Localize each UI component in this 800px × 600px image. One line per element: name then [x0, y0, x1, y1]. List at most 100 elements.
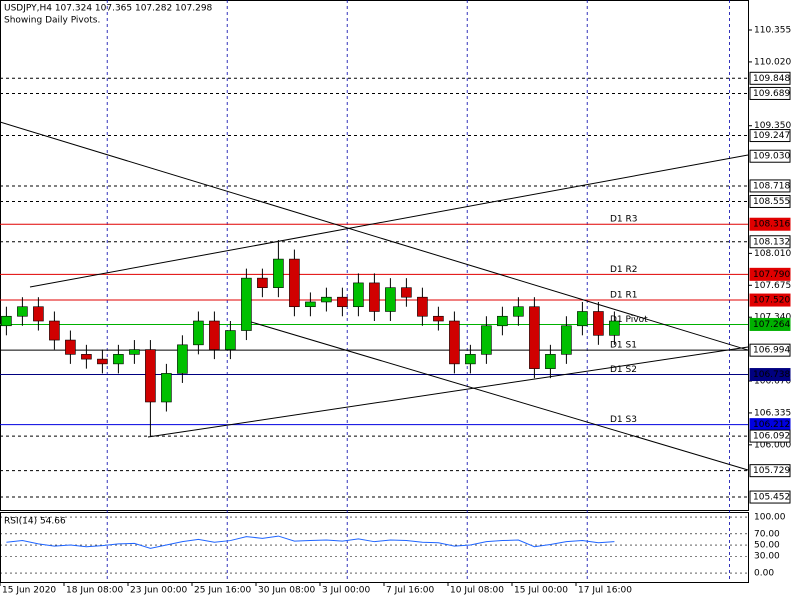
- candle-body: [129, 349, 140, 355]
- level-price-label: 109.030: [753, 152, 790, 162]
- level-price-box: [749, 368, 791, 382]
- candle-body: [209, 320, 220, 350]
- candle-body: [289, 258, 300, 308]
- chart-title: USDJPY,H4 107.324 107.365 107.282 107.29…: [4, 4, 213, 14]
- x-tick-label: 30 Jun 08:00: [258, 586, 315, 596]
- candle-body: [529, 306, 540, 369]
- candle-body: [369, 282, 380, 312]
- candle-body: [465, 354, 476, 365]
- candle-body: [161, 373, 172, 403]
- level-price-box: [749, 293, 791, 307]
- y-tick-label: 108.010: [754, 249, 791, 259]
- level-price-label: 105.729: [753, 466, 790, 476]
- level-price-box: [749, 343, 791, 357]
- candle-body: [337, 296, 348, 308]
- candle-body: [81, 354, 92, 360]
- candle-body: [113, 354, 124, 365]
- level-price-label: 107.264: [753, 320, 790, 330]
- rsi-line: [6, 535, 615, 549]
- rsi-tick-label: 100.00: [754, 513, 786, 523]
- x-tick-label: 17 Jul 16:00: [578, 586, 632, 596]
- level-price-label: 106.212: [753, 420, 790, 430]
- level-price-box: [749, 86, 791, 100]
- y-tick-label: 106.000: [754, 440, 791, 450]
- trendline: [147, 346, 749, 438]
- candle-body: [33, 306, 44, 322]
- candle-body: [97, 358, 108, 365]
- level-price-box: [749, 194, 791, 208]
- y-tick-label: 106.670: [754, 377, 791, 387]
- x-tick-label: 15 Jul 00:00: [514, 586, 568, 596]
- y-tick-label: 107.340: [754, 313, 791, 323]
- candle-body: [49, 320, 60, 341]
- trendline: [0, 121, 749, 351]
- level-price-box: [749, 149, 791, 163]
- candle-body: [353, 282, 364, 308]
- price-panel: [0, 0, 749, 511]
- candle-body: [561, 325, 572, 355]
- rsi-panel: [0, 512, 749, 583]
- level-price-label: 107.520: [753, 296, 790, 306]
- candle-body: [481, 325, 492, 355]
- level-name: D1 S3: [610, 415, 637, 425]
- x-tick-label: 3 Jul 00:00: [322, 586, 371, 596]
- level-price-label: 109.848: [753, 74, 790, 84]
- candle-body: [513, 306, 524, 317]
- level-price-box: [749, 235, 791, 249]
- candle-body: [577, 311, 588, 327]
- y-tick-label: 109.350: [754, 121, 791, 131]
- y-tick-label: 110.020: [754, 57, 791, 67]
- chart-subtitle: Showing Daily Pivots.: [4, 16, 100, 26]
- candle-body: [65, 339, 76, 355]
- level-price-box: [749, 490, 791, 504]
- candle-body: [449, 320, 460, 365]
- level-price-label: 108.132: [753, 237, 790, 247]
- rsi-tick-label: 50.00: [754, 541, 780, 551]
- level-price-box: [749, 317, 791, 331]
- candle-body: [257, 277, 268, 288]
- level-price-box: [749, 217, 791, 231]
- candle-body: [321, 296, 332, 303]
- level-name: D1 Pivot: [610, 315, 648, 325]
- candle-body: [225, 330, 236, 350]
- level-price-box: [749, 179, 791, 193]
- level-price-box: [749, 267, 791, 281]
- level-name: D1 R1: [610, 291, 638, 301]
- candle-body: [385, 287, 396, 312]
- y-tick-label: 107.675: [754, 281, 791, 291]
- level-price-label: 106.994: [753, 346, 790, 356]
- x-tick-label: 25 Jun 16:00: [194, 586, 251, 596]
- x-tick-label: 10 Jul 08:00: [450, 586, 504, 596]
- rsi-tick-label: 0.00: [754, 569, 774, 579]
- candle-body: [609, 320, 620, 336]
- level-price-label: 108.316: [753, 220, 790, 230]
- y-tick-label: 106.335: [754, 408, 791, 418]
- level-price-label: 105.452: [753, 493, 790, 503]
- level-price-box: [749, 129, 791, 143]
- candle-body: [145, 349, 156, 403]
- level-name: D1 R2: [610, 265, 638, 275]
- candle-body: [305, 301, 316, 308]
- level-name: D1 R3: [610, 215, 638, 225]
- level-price-box: [749, 71, 791, 85]
- candle-body: [273, 258, 284, 288]
- rsi-tick-label: 30.00: [754, 552, 780, 562]
- level-price-label: 109.247: [753, 131, 790, 141]
- level-price-label: 106.092: [753, 432, 790, 442]
- x-tick-label: 23 Jun 00:00: [130, 586, 187, 596]
- x-tick-label: 15 Jun 2020: [2, 586, 56, 596]
- candle-body: [433, 315, 444, 322]
- candle-body: [545, 354, 556, 369]
- level-price-label: 109.689: [753, 89, 790, 99]
- candle-body: [177, 344, 188, 374]
- candle-body: [401, 287, 412, 298]
- level-price-label: 108.555: [753, 197, 790, 207]
- candle-body: [417, 296, 428, 317]
- x-tick-label: 7 Jul 16:00: [386, 586, 435, 596]
- level-price-box: [749, 429, 791, 443]
- candle-body: [593, 311, 604, 336]
- x-tick-label: 18 Jun 08:00: [66, 586, 123, 596]
- level-price-label: 106.738: [753, 370, 790, 380]
- candle-body: [17, 306, 28, 317]
